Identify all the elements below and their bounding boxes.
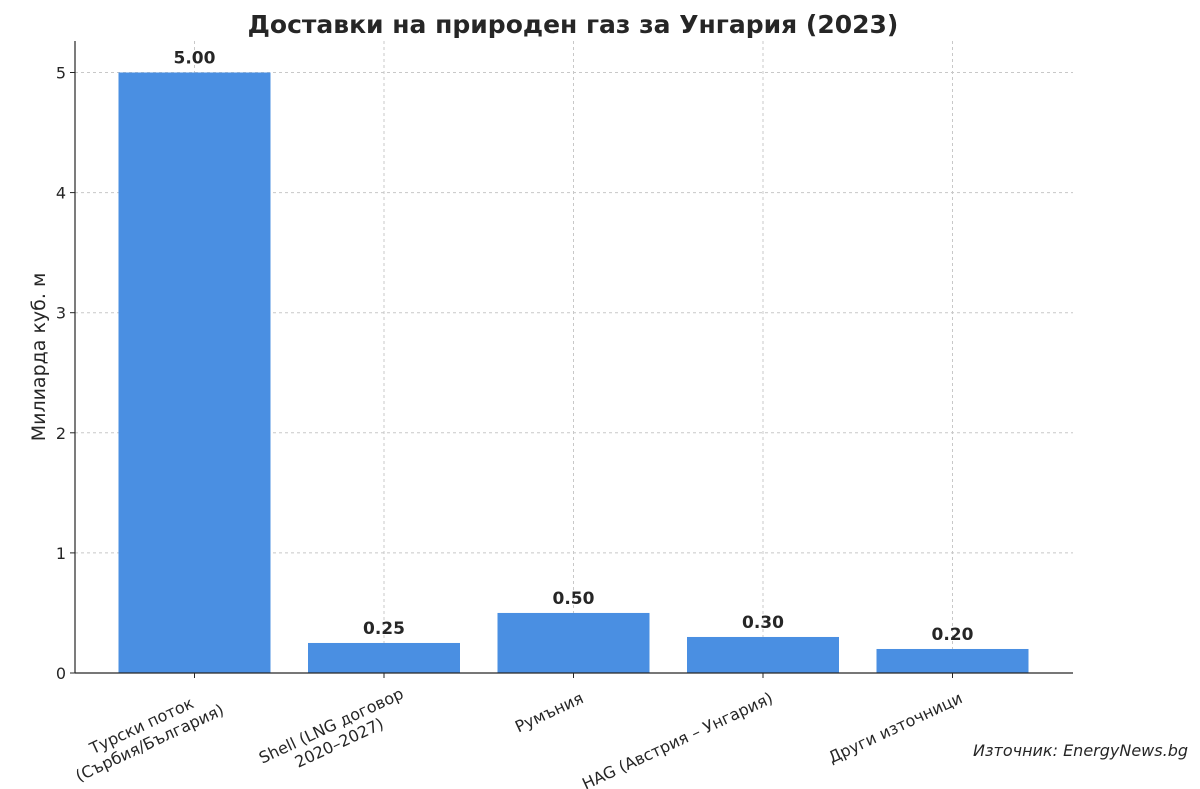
bar [118,72,271,673]
y-tick-label: 1 [56,544,66,563]
chart-title: Доставки на природен газ за Унгария (202… [248,10,899,39]
y-tick-label: 3 [56,304,66,323]
bar-value-label: 0.25 [363,619,405,639]
bar [687,636,839,673]
x-tick-label-line: HAG (Австрия – Унгария) [579,688,776,789]
x-tick-label: Други източници [825,688,965,767]
x-tick-label: Турски поток(Сърбия/България) [65,683,227,786]
y-axis-label: Милиарда куб. м [28,273,50,442]
y-ticks: 0 1 2 3 4 5 [56,64,75,683]
bar [497,612,650,673]
y-tick-label: 2 [56,424,66,443]
bar-value-label: 0.30 [742,613,784,633]
y-tick-label: 5 [56,64,66,83]
bar-value-label: 0.50 [553,589,595,609]
value-labels: 5.00 0.25 0.50 0.30 0.20 [174,49,974,645]
y-tick-label: 0 [56,664,66,683]
x-tick-label-line: Други източници [825,688,965,767]
bar-value-label: 5.00 [174,49,216,69]
bar [876,648,1029,673]
x-tick-label: HAG (Австрия – Унгария) [579,688,776,789]
bar [308,642,460,673]
grid [75,41,1073,673]
source-note: Източник: EnergyNews.bg [973,741,1188,760]
x-tick-label: Румъния [512,688,586,736]
bars [118,72,1029,673]
x-tick-label: Shell (LNG договор2020–2027) [256,684,414,785]
bar-value-label: 0.20 [932,625,974,645]
x-ticks: Турски поток(Сърбия/България) Shell (LNG … [65,673,965,789]
x-tick-label-line: Румъния [512,688,586,736]
y-tick-label: 4 [56,184,66,203]
